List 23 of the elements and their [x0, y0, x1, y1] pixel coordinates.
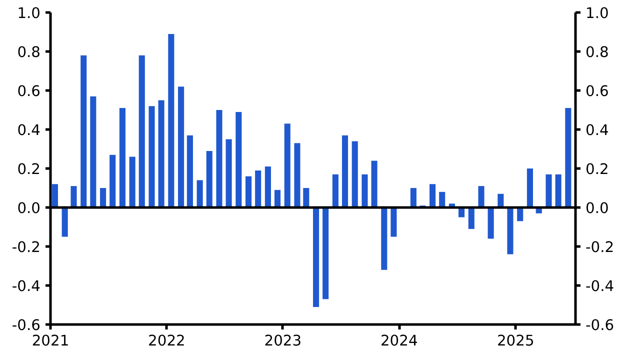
y-tick-label: 0.6: [17, 83, 41, 100]
y2-tick-label: -0.6: [586, 317, 614, 334]
y2-tick-label: -0.4: [586, 278, 614, 295]
y-tick-label: -0.2: [12, 239, 41, 256]
y2-tick-label: 0.8: [586, 44, 609, 61]
y-tick-label: 1.0: [17, 5, 41, 22]
x-tick-label: 2025: [496, 332, 534, 350]
y2-tick-label: 1.0: [586, 5, 609, 22]
y2-tick-label: 0.6: [586, 83, 609, 100]
y-tick-label: 0.2: [17, 161, 41, 178]
y-tick-label: 0.4: [17, 122, 41, 139]
y-tick-label: 0.8: [17, 44, 41, 61]
y-tick-label: 0.0: [17, 200, 41, 217]
x-tick-label: 2021: [32, 332, 70, 350]
y2-tick-label: 0.4: [586, 122, 609, 139]
x-tick-label: 2024: [380, 332, 418, 350]
y2-tick-label: -0.2: [586, 239, 614, 256]
y2-tick-label: 0.2: [586, 161, 609, 178]
x-tick-label: 2023: [264, 332, 302, 350]
y-tick-label: -0.6: [12, 317, 41, 334]
y2-tick-label: 0.0: [586, 200, 609, 217]
x-tick-label: 2022: [148, 332, 186, 350]
y-tick-label: -0.4: [12, 278, 41, 295]
